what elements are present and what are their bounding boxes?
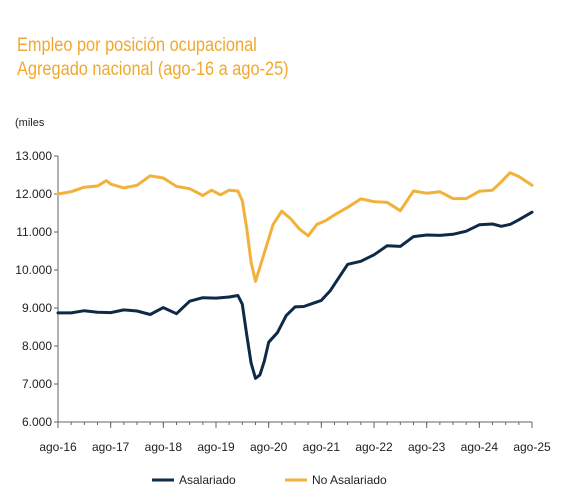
x-tick-label: ago-21 (303, 440, 341, 454)
y-tick-label: 7.000 (22, 377, 52, 391)
y-tick-label: 13.000 (15, 149, 52, 163)
y-tick-label: 8.000 (22, 339, 52, 353)
series-line-no-asalariado (56, 171, 534, 283)
x-tick-label: ago-16 (39, 440, 77, 454)
x-tick-label: ago-18 (145, 440, 183, 454)
y-tick-label: 6.000 (22, 415, 52, 429)
chart-title: Empleo por posición ocupacional Agregado… (17, 34, 289, 82)
x-tick-label: ago-20 (250, 440, 288, 454)
y-tick-label: 10.000 (15, 263, 52, 277)
x-tick-label: ago-25 (513, 440, 551, 454)
x-tick-label: ago-23 (408, 440, 446, 454)
chart-title-line1: Empleo por posición ocupacional (17, 35, 257, 56)
x-tick-label: ago-24 (461, 440, 499, 454)
x-tick-label: ago-19 (197, 440, 235, 454)
chart-subtitle: Agregado nacional (ago-16 a ago-25) (17, 59, 289, 80)
x-tick-label: ago-22 (355, 440, 393, 454)
legend-label-no-asalariado: No Asalariado (312, 473, 387, 487)
y-axis-units: (miles (15, 117, 45, 129)
y-tick-label: 12.000 (15, 187, 52, 201)
x-tick-label: ago-17 (92, 440, 130, 454)
series-line-asalariado (56, 210, 534, 380)
y-tick-label: 11.000 (16, 225, 52, 239)
legend-label-asalariado: Asalariado (179, 473, 236, 487)
y-tick-label: 9.000 (22, 301, 52, 315)
